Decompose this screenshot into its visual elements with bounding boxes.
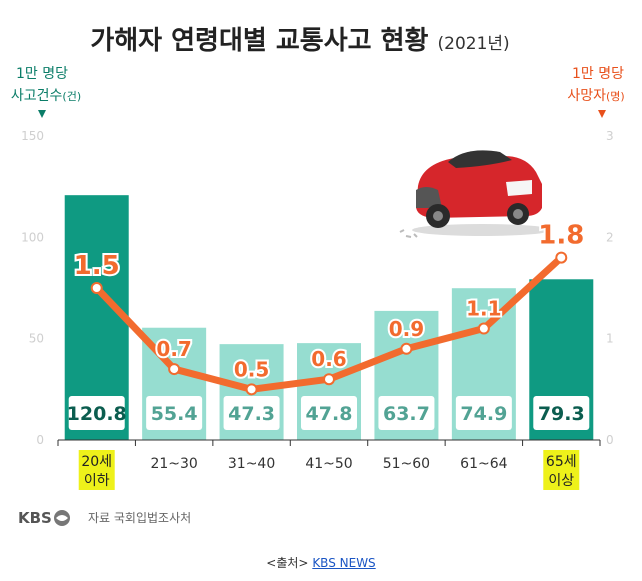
bar-value-box [223, 396, 280, 430]
kbs-news-link[interactable]: KBS NEWS [312, 556, 376, 570]
right-axis-arrow-icon [598, 110, 606, 118]
kbs-logo: KBS [18, 509, 52, 527]
left-axis-caption-unit: (건) [62, 90, 81, 103]
line-value-label: 0.6 [311, 347, 346, 371]
line-point [90, 282, 103, 294]
right-tick-label: 3 [606, 129, 614, 143]
line-value-labels: 1.5 0.7 0.5 0.6 0.9 1.1 1.8 [72, 219, 587, 384]
right-tick-label: 1 [606, 332, 614, 346]
category-highlight [78, 450, 115, 490]
category-label: 41~50 [305, 456, 352, 472]
right-axis-caption-unit: (명) [606, 90, 625, 103]
bar-value-box [68, 396, 125, 430]
right-axis-caption-line1: 1만 명당 [572, 66, 624, 82]
right-axis-caption-line2: 사망자(명) [567, 88, 624, 104]
footer: KBS 자료 국회입법조사처 [18, 509, 191, 527]
line-value-label: 0.9 [389, 317, 424, 341]
chart-title: 가해자 연령대별 교통사고 현황 (2021년) [90, 26, 509, 56]
line-value-label: 1.5 [74, 251, 120, 281]
line-point [323, 373, 335, 386]
category-highlight [543, 450, 580, 490]
category-label: 20세 [81, 454, 112, 470]
bar-value-label: 47.8 [306, 403, 353, 425]
caption-prefix: <출처> [266, 556, 313, 570]
line-series [90, 251, 568, 396]
bar-value-box [378, 396, 435, 430]
damaged-car-icon [399, 150, 552, 238]
infographic-card: 가해자 연령대별 교통사고 현황 (2021년) 1만 명당 사고건수(건) 1… [10, 26, 625, 570]
left-tick-label: 100 [21, 230, 44, 244]
left-tick-label: 150 [21, 129, 44, 143]
right-tick-label: 2 [606, 230, 614, 244]
left-tick-label: 0 [36, 433, 44, 447]
category-label: 65세 [546, 454, 577, 470]
left-axis-caption-line2: 사고건수(건) [11, 88, 81, 104]
x-axis [57, 439, 601, 446]
image-caption: <출처> KBS NEWS [0, 554, 642, 571]
line-value-label: 0.5 [234, 357, 269, 381]
bar-value-box [455, 396, 512, 430]
bar-value-box [533, 396, 590, 430]
category-label: 31~40 [228, 456, 275, 472]
line-value-label: 0.7 [156, 337, 191, 361]
source-note: 자료 국회입법조사처 [88, 511, 191, 525]
category-label: 61~64 [460, 456, 507, 472]
right-axis-ticks: 0 1 2 3 [606, 129, 614, 447]
line-point [477, 322, 490, 335]
left-tick-label: 50 [29, 332, 44, 346]
left-axis-caption-label: 사고건수 [11, 88, 63, 104]
right-tick-label: 0 [606, 433, 614, 447]
category-label-line2: 이하 [84, 473, 110, 489]
bar-value-label: 120.8 [67, 403, 127, 425]
bar-value-label: 55.4 [151, 403, 198, 425]
bar-value-label: 74.9 [460, 403, 507, 425]
bar-value-label: 47.3 [228, 403, 275, 425]
line-point [400, 342, 413, 355]
bar-value-labels: 120.8 55.4 47.3 47.8 63.7 74.9 79.3 [67, 396, 590, 430]
left-axis-caption-line1: 1만 명당 [16, 66, 68, 82]
category-label: 51~60 [383, 456, 430, 472]
right-axis-caption-label: 사망자 [567, 88, 606, 104]
line-point [245, 383, 258, 396]
bar-value-box [146, 396, 203, 430]
category-label: 21~30 [150, 456, 197, 472]
line-value-label: 1.1 [466, 297, 501, 321]
chart-title-year: (2021년) [438, 34, 510, 54]
line-value-label: 1.8 [538, 221, 584, 251]
bar-value-label: 79.3 [538, 403, 585, 425]
left-axis-arrow-icon [38, 110, 46, 118]
line-point [555, 251, 568, 264]
line-point [168, 363, 181, 376]
bar-value-box [301, 396, 357, 430]
bar-value-label: 63.7 [383, 403, 430, 425]
left-axis-ticks: 0 50 100 150 [21, 129, 44, 447]
category-label-line2: 이상 [548, 473, 574, 489]
chart-title-main: 가해자 연령대별 교통사고 현황 [90, 26, 428, 56]
chart: 가해자 연령대별 교통사고 현황 (2021년) 1만 명당 사고건수(건) 1… [11, 26, 625, 527]
